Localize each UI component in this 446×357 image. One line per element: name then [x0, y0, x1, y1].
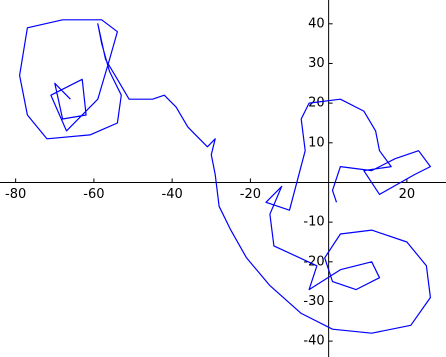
y-tick-label: -40	[303, 334, 324, 349]
y-tick-label: -30	[303, 294, 324, 309]
y-tick-label: 40	[308, 16, 325, 31]
y-tick-label: -10	[303, 215, 324, 230]
x-tick-label: 20	[399, 187, 416, 202]
curve	[19, 19, 431, 334]
y-tick-label: 30	[308, 56, 325, 71]
x-tick-label: -40	[162, 187, 183, 202]
y-tick-label: -20	[303, 254, 324, 269]
y-tick-label: 20	[308, 96, 325, 111]
x-tick-label: -20	[240, 187, 261, 202]
x-tick-label: -60	[83, 187, 104, 202]
x-tick-label: -80	[5, 187, 26, 202]
y-tick-label: 10	[308, 135, 325, 150]
